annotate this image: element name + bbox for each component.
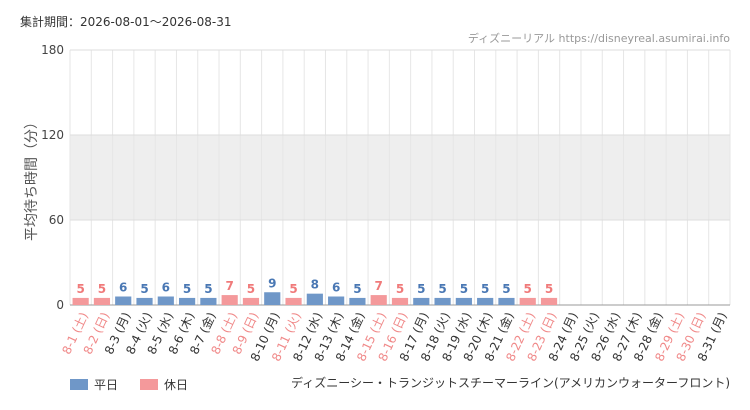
- y-tick-label: 60: [49, 213, 64, 227]
- bar: [328, 296, 345, 305]
- value-label: 5: [481, 282, 489, 296]
- bar: [72, 297, 89, 305]
- value-label: 5: [140, 282, 148, 296]
- value-label: 5: [289, 282, 297, 296]
- bar: [306, 293, 323, 305]
- y-axis-label: 平均待ち時間（分）: [24, 115, 40, 241]
- bar: [136, 297, 153, 305]
- value-label: 5: [76, 282, 84, 296]
- bar: [200, 297, 217, 305]
- value-label: 5: [502, 282, 510, 296]
- bar: [519, 297, 536, 305]
- bar: [242, 297, 260, 305]
- y-tick-label: 0: [56, 298, 64, 312]
- bar: [179, 297, 196, 305]
- legend-label: 休日: [164, 378, 188, 392]
- value-label: 5: [247, 282, 255, 296]
- source: ディズニーリアル https://disneyreal.asumirai.inf…: [468, 31, 730, 45]
- bar: [349, 297, 366, 305]
- bar: [115, 296, 132, 305]
- bar: [434, 297, 451, 305]
- bar: [391, 297, 409, 305]
- value-label: 5: [438, 282, 446, 296]
- legend-swatch: [70, 379, 88, 390]
- value-label: 5: [204, 282, 212, 296]
- value-label: 5: [183, 282, 191, 296]
- value-label: 5: [545, 282, 553, 296]
- bar: [477, 297, 494, 305]
- value-label: 7: [375, 279, 383, 293]
- legend-label: 平日: [94, 378, 118, 392]
- bar: [413, 297, 430, 305]
- legend-swatch: [140, 379, 158, 390]
- value-label: 8: [311, 278, 319, 292]
- bar: [285, 297, 302, 305]
- bar: [455, 297, 472, 305]
- value-label: 7: [225, 279, 233, 293]
- y-tick-label: 120: [41, 128, 64, 142]
- bar: [221, 295, 238, 305]
- bar: [93, 297, 111, 305]
- value-label: 5: [460, 282, 468, 296]
- caption: ディズニーシー・トランジットスチーマーライン(アメリカンウォーターフロント): [291, 375, 730, 390]
- value-label: 6: [119, 281, 127, 295]
- shade-band: [70, 135, 730, 220]
- bar: [264, 292, 281, 305]
- value-label: 9: [268, 276, 276, 290]
- value-label: 5: [524, 282, 532, 296]
- value-label: 5: [353, 282, 361, 296]
- y-tick-label: 180: [41, 43, 64, 57]
- value-label: 5: [417, 282, 425, 296]
- period: 集計期間：2026-08-01～2026-08-31: [20, 14, 231, 29]
- bar: [157, 296, 174, 305]
- value-label: 6: [162, 281, 170, 295]
- bar: [498, 297, 515, 305]
- value-label: 5: [396, 282, 404, 296]
- value-label: 5: [98, 282, 106, 296]
- bar: [370, 295, 387, 305]
- bar: [540, 297, 558, 305]
- value-label: 6: [332, 281, 340, 295]
